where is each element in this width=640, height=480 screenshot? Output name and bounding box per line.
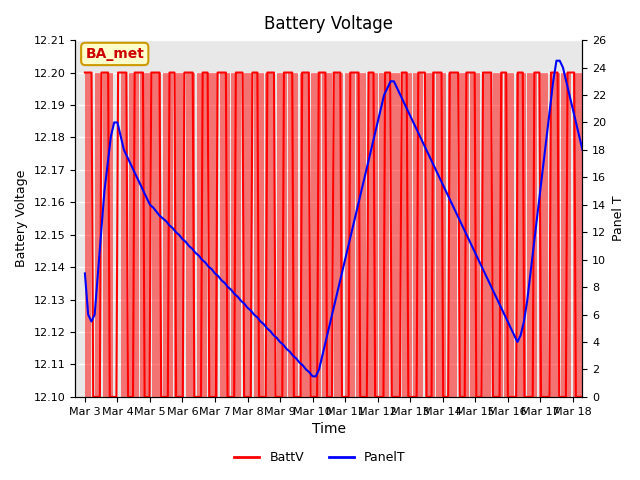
Title: Battery Voltage: Battery Voltage bbox=[264, 15, 394, 33]
Bar bbox=[573, 72, 582, 397]
Bar bbox=[425, 72, 435, 397]
Bar bbox=[470, 72, 480, 397]
Bar bbox=[323, 72, 332, 397]
Bar bbox=[95, 72, 101, 397]
Bar bbox=[333, 72, 344, 397]
Bar bbox=[311, 72, 321, 397]
Bar bbox=[121, 72, 127, 397]
Bar bbox=[482, 72, 492, 397]
Bar bbox=[436, 72, 446, 397]
Bar bbox=[186, 72, 195, 397]
Bar bbox=[345, 72, 355, 397]
Bar bbox=[368, 72, 378, 397]
Bar bbox=[447, 72, 457, 397]
Bar bbox=[174, 72, 184, 397]
Bar bbox=[197, 72, 207, 397]
Bar bbox=[103, 72, 113, 397]
Bar bbox=[288, 72, 298, 397]
Bar bbox=[231, 72, 241, 397]
Bar bbox=[390, 72, 401, 397]
Y-axis label: Panel T: Panel T bbox=[612, 196, 625, 241]
Bar bbox=[220, 72, 230, 397]
Y-axis label: Battery Voltage: Battery Voltage bbox=[15, 170, 28, 267]
Bar bbox=[152, 72, 161, 397]
Bar bbox=[276, 72, 287, 397]
Bar bbox=[356, 72, 366, 397]
X-axis label: Time: Time bbox=[312, 422, 346, 436]
Bar bbox=[493, 72, 503, 397]
Text: BA_met: BA_met bbox=[85, 47, 144, 61]
Bar bbox=[266, 72, 275, 397]
Bar bbox=[380, 72, 389, 397]
Bar bbox=[300, 72, 309, 397]
Bar bbox=[85, 72, 92, 397]
Bar bbox=[129, 72, 139, 397]
Bar bbox=[527, 72, 537, 397]
Bar bbox=[163, 72, 173, 397]
Bar bbox=[413, 72, 423, 397]
Legend: BattV, PanelT: BattV, PanelT bbox=[229, 446, 411, 469]
Bar bbox=[254, 72, 264, 397]
Bar bbox=[516, 72, 525, 397]
Bar bbox=[504, 72, 514, 397]
Bar bbox=[539, 72, 548, 397]
Bar bbox=[561, 72, 571, 397]
Bar bbox=[140, 72, 150, 397]
Bar bbox=[402, 72, 412, 397]
Bar bbox=[459, 72, 468, 397]
Bar bbox=[209, 72, 218, 397]
Bar bbox=[243, 72, 252, 397]
Bar bbox=[550, 72, 560, 397]
